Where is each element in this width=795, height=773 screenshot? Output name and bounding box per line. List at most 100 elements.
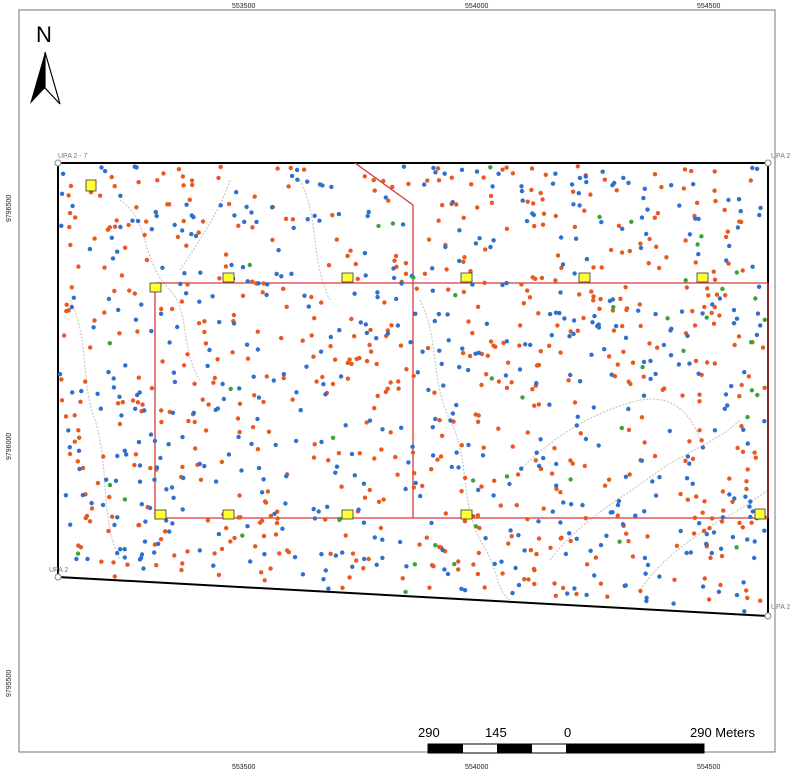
blue-point	[333, 470, 338, 475]
blue-point	[473, 241, 479, 246]
blue-point	[323, 392, 328, 397]
blue-point	[154, 213, 159, 219]
blue-point	[696, 371, 701, 376]
orange-point	[410, 450, 416, 455]
orange-point	[429, 467, 434, 472]
orange-point	[438, 454, 444, 459]
blue-point	[169, 485, 175, 490]
orange-point	[382, 300, 387, 305]
blue-point	[577, 175, 583, 181]
orange-point	[536, 311, 541, 316]
orange-point	[536, 536, 542, 541]
orange-point	[602, 483, 608, 488]
blue-point	[557, 310, 562, 316]
green-point	[376, 223, 381, 229]
orange-point	[461, 289, 467, 295]
orange-point	[529, 166, 535, 171]
orange-point	[114, 218, 119, 223]
orange-point	[228, 539, 233, 544]
blue-point	[648, 376, 653, 382]
orange-point	[737, 394, 742, 399]
orange-point	[87, 519, 93, 524]
orange-point	[378, 525, 384, 531]
green-point	[734, 545, 739, 550]
orange-point	[620, 323, 625, 329]
orange-point	[484, 372, 489, 377]
blue-point	[380, 555, 385, 561]
orange-point	[489, 200, 495, 205]
green-point	[470, 478, 476, 483]
marker	[341, 272, 354, 283]
blue-point	[255, 416, 260, 422]
blue-point	[136, 439, 142, 445]
blue-point	[730, 534, 736, 540]
orange-point	[532, 223, 537, 229]
orange-point	[737, 520, 742, 526]
blue-point	[302, 293, 307, 298]
blue-point	[139, 552, 145, 557]
blue-point	[292, 555, 298, 560]
blue-point	[711, 530, 717, 535]
orange-point	[357, 451, 362, 456]
blue-point	[678, 528, 683, 534]
orange-point	[274, 520, 280, 526]
orange-point	[362, 174, 367, 179]
orange-point	[736, 334, 742, 339]
orange-point	[553, 278, 558, 283]
orange-point	[347, 575, 352, 580]
blue-point	[312, 213, 317, 218]
orange-point	[64, 302, 69, 307]
blue-point	[757, 212, 762, 218]
orange-point	[460, 350, 466, 356]
orange-point	[710, 516, 715, 521]
orange-point	[664, 255, 669, 260]
blue-point	[239, 468, 244, 473]
blue-point	[558, 520, 563, 525]
orange-point	[155, 178, 160, 183]
blue-point	[718, 546, 724, 551]
blue-point	[149, 328, 154, 334]
orange-point	[181, 218, 186, 224]
orange-point	[532, 403, 537, 408]
blue-point	[704, 531, 709, 537]
orange-point	[68, 183, 74, 189]
orange-point	[216, 572, 222, 578]
blue-point	[149, 227, 154, 232]
blue-point	[323, 568, 328, 573]
blue-point	[504, 280, 509, 286]
blue-point	[520, 198, 525, 203]
orange-point	[158, 537, 164, 542]
orange-point	[730, 499, 735, 504]
orange-point	[436, 218, 441, 223]
blue-point	[610, 183, 615, 188]
blue-point	[519, 466, 524, 471]
blue-point	[198, 270, 203, 275]
blue-point	[141, 566, 146, 571]
blue-point	[620, 226, 625, 231]
blue-point	[256, 395, 262, 400]
green-point	[228, 386, 233, 392]
blue-point	[576, 191, 581, 196]
blue-point	[731, 307, 737, 313]
orange-point	[566, 378, 571, 383]
orange-point	[482, 585, 487, 590]
orange-point	[619, 250, 625, 255]
orange-point	[245, 356, 251, 361]
blue-point	[667, 428, 672, 434]
orange-point	[725, 229, 730, 234]
blue-point	[137, 463, 143, 468]
blue-point	[366, 209, 371, 215]
blue-point	[558, 290, 563, 295]
blue-point	[440, 547, 445, 553]
blue-point	[95, 391, 100, 396]
orange-point	[69, 285, 75, 290]
orange-point	[396, 386, 401, 391]
orange-point	[583, 516, 588, 521]
orange-point	[539, 275, 545, 281]
blue-point	[588, 548, 593, 553]
blue-point	[87, 246, 93, 252]
blue-point	[63, 493, 69, 498]
orange-point	[746, 374, 752, 379]
blue-point	[274, 271, 279, 277]
blue-point	[496, 171, 501, 176]
